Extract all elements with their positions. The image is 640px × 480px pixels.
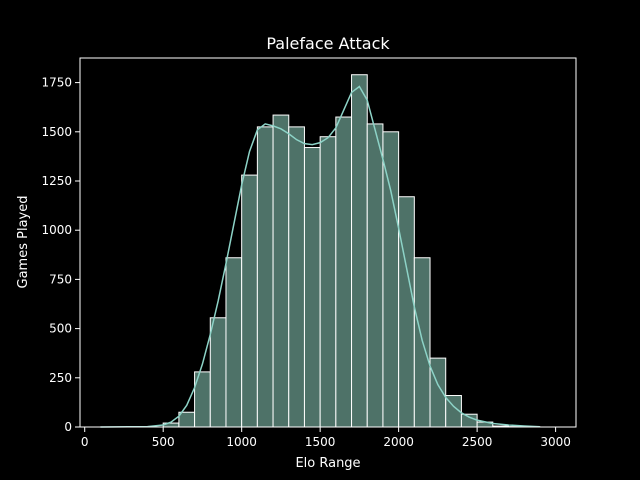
x-tick-label: 500	[152, 435, 175, 449]
histogram-bar	[382, 131, 400, 428]
histogram-bar	[303, 147, 321, 428]
x-tick-label: 2000	[383, 435, 414, 449]
y-tick-label: 1750	[41, 76, 72, 90]
histogram-bar	[366, 123, 384, 428]
histogram-bar	[460, 413, 478, 428]
x-tick-label: 1000	[226, 435, 257, 449]
y-tick-label: 500	[49, 322, 72, 336]
plot-frame	[79, 57, 577, 428]
x-tick-label: 3000	[540, 435, 571, 449]
histogram-bar	[256, 126, 274, 428]
y-tick-label: 0	[64, 420, 72, 434]
chart-title: Paleface Attack	[266, 34, 390, 53]
y-tick-label: 750	[49, 272, 72, 286]
x-tick-label: 2500	[462, 435, 493, 449]
histogram-bar	[241, 174, 258, 428]
histogram-bar	[335, 116, 353, 428]
y-tick-label: 1250	[41, 174, 72, 188]
histogram-bar	[398, 196, 415, 428]
histogram-bar	[288, 126, 305, 428]
kde-line	[100, 85, 540, 428]
histogram-bar	[225, 257, 243, 428]
histogram-bar	[209, 317, 227, 428]
y-tick-label: 250	[49, 371, 72, 385]
y-tick-label: 1500	[41, 125, 72, 139]
bars-group	[162, 74, 541, 428]
x-tick-label: 1500	[305, 435, 336, 449]
y-axis-label: Games Played	[16, 196, 31, 289]
x-axis-ticks: 0 500 1000 1500 2000 2500 3000	[81, 427, 571, 449]
histogram-bar	[351, 74, 368, 428]
histogram-bar	[272, 114, 290, 428]
x-tick-label: 0	[81, 435, 89, 449]
histogram-bar	[178, 411, 196, 428]
y-axis-ticks: 0 250 500 750 1000 1250 1500 1750	[41, 76, 80, 434]
x-axis-label: Elo Range	[295, 456, 360, 471]
histogram-bar	[319, 136, 337, 428]
y-tick-label: 1000	[41, 223, 72, 237]
